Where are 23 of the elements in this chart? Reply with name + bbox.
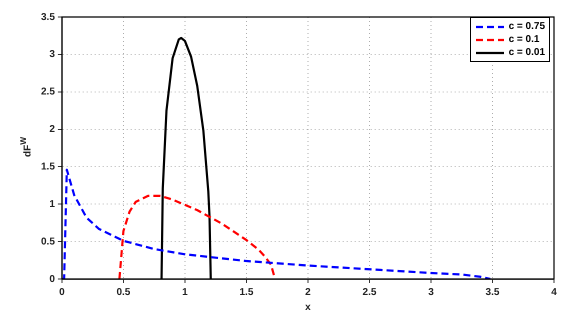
x-tick-label: 2.5 [362, 286, 377, 298]
y-tick-label: 2.5 [40, 86, 56, 98]
y-tick-label: 0.5 [40, 236, 56, 248]
x-tick-label: 2 [305, 286, 312, 298]
y-tick-label: 2 [49, 124, 56, 136]
x-tick-label: 4 [551, 286, 558, 298]
x-tick-label: 1.5 [239, 286, 254, 298]
y-tick-label: 1 [49, 198, 56, 210]
legend-label: c = 0.1 [508, 33, 540, 46]
x-tick-label: 3 [428, 286, 434, 298]
line-series [62, 168, 492, 279]
y-tick-label: 3.5 [40, 12, 56, 23]
x-tick-label: 1 [182, 286, 188, 298]
legend-label: c = 0.75 [508, 20, 545, 33]
x-axis-title: x [305, 302, 312, 313]
legend-label: c = 0.01 [508, 46, 545, 59]
x-tick-label: 0.5 [116, 286, 131, 298]
line-series [118, 194, 276, 279]
y-tick-label: 3 [49, 49, 56, 60]
x-tick-label: 3.5 [486, 286, 500, 298]
x-tick-label: 0 [59, 286, 66, 298]
y-tick-label: 1.5 [40, 161, 56, 172]
y-tick-label: 0 [49, 274, 56, 285]
